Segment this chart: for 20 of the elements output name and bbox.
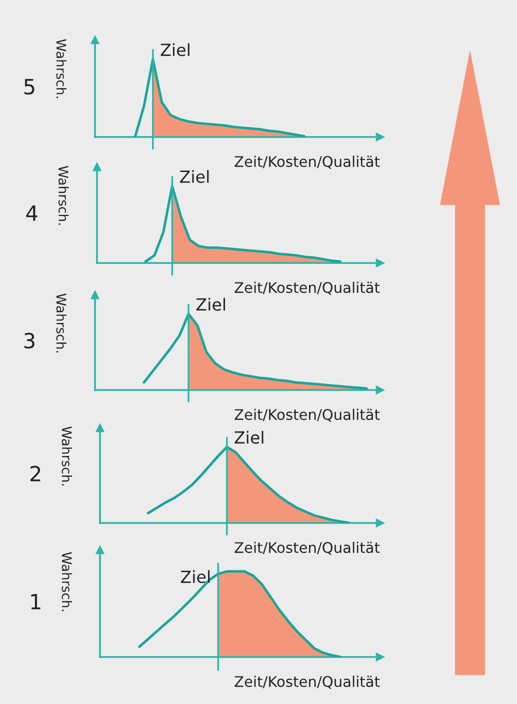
text: 1 [31, 594, 40, 610]
annotation: Ziel [180, 570, 210, 584]
x-axis-title: Zeit/Kosten/Qualität [234, 676, 380, 689]
text: 4 [26, 206, 38, 221]
text: Ziel [196, 298, 226, 311]
text: 2 [30, 466, 40, 482]
text: Ziel [234, 430, 264, 444]
x-axis-title: Zeit/Kosten/Qualität [234, 408, 380, 422]
text: 5 [24, 79, 34, 95]
y-axis-title: Wahrsch. [62, 552, 72, 612]
y-axis-title: Wahrsch. [56, 39, 66, 98]
text: Ziel [160, 43, 190, 56]
x-axis-title: Zeit/Kosten/Qualität [234, 542, 380, 555]
y-axis-title: Wahrsch. [58, 166, 69, 225]
x-axis-title: Zeit/Kosten/Qualität [234, 156, 380, 169]
text: 3 [24, 332, 34, 349]
text: Ziel [180, 170, 209, 183]
x-axis-title: Zeit/Kosten/Qualität [234, 282, 380, 295]
y-axis-title: Wahrsch. [62, 426, 72, 486]
y-axis-title: Wahrsch. [56, 294, 66, 352]
